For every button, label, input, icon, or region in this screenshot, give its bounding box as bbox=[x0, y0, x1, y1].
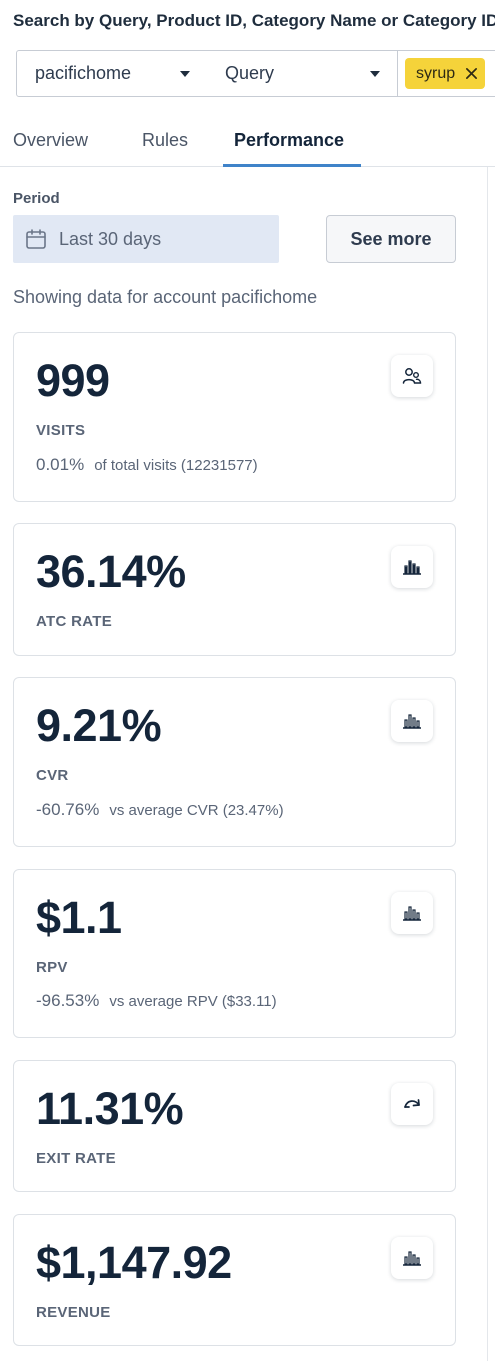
search-title: Search by Query, Product ID, Category Na… bbox=[13, 11, 495, 30]
date-range-picker[interactable]: Last 30 days bbox=[13, 215, 279, 263]
period-label: Period bbox=[13, 190, 60, 207]
caret-down-icon bbox=[180, 70, 190, 77]
tab-overview[interactable]: Overview bbox=[13, 130, 89, 150]
search-tag-label: syrup bbox=[416, 64, 456, 82]
tab-performance[interactable]: Performance bbox=[234, 130, 345, 150]
metric-value: $1,147.92 bbox=[36, 1237, 232, 1288]
account-select[interactable]: pacifichome bbox=[16, 50, 208, 97]
metric-value: 36.14% bbox=[36, 546, 186, 597]
metric-card-rpv: $1.1 RPV -96.53% vs average RPV ($33.11) bbox=[13, 869, 456, 1038]
bar-chart-icon bbox=[391, 546, 433, 588]
calendar-icon bbox=[26, 229, 46, 249]
metric-comparison: -60.76% vs average CVR (23.47%) bbox=[36, 800, 284, 820]
panel-divider bbox=[487, 167, 488, 1361]
metric-comparison-value: 0.01% bbox=[36, 455, 85, 474]
metric-value: 999 bbox=[36, 355, 110, 406]
metric-value: 11.31% bbox=[36, 1083, 184, 1134]
metric-card-exit-rate: 11.31% EXIT RATE bbox=[13, 1060, 456, 1192]
search-tags-input[interactable]: syrup bbox=[397, 50, 495, 97]
bar-chart-icon bbox=[391, 1237, 433, 1279]
date-range-value: Last 30 days bbox=[59, 228, 162, 249]
metric-label: REVENUE bbox=[36, 1304, 111, 1321]
metric-comparison: 0.01% of total visits (12231577) bbox=[36, 455, 258, 475]
search-type-select[interactable]: Query bbox=[207, 50, 398, 97]
users-icon bbox=[391, 355, 433, 397]
metric-value: 9.21% bbox=[36, 700, 162, 751]
metric-card-revenue: $1,147.92 REVENUE bbox=[13, 1214, 456, 1346]
metric-label: CVR bbox=[36, 767, 69, 784]
see-more-button[interactable]: See more bbox=[326, 215, 456, 263]
metric-comparison: -96.53% vs average RPV ($33.11) bbox=[36, 991, 277, 1011]
metric-label: ATC RATE bbox=[36, 613, 113, 630]
metric-card-visits: 999 VISITS 0.01% of total visits (122315… bbox=[13, 332, 456, 502]
search-filter-row: pacifichome Query syrup bbox=[16, 50, 495, 97]
metric-label: EXIT RATE bbox=[36, 1150, 116, 1167]
metric-value: $1.1 bbox=[36, 892, 122, 943]
bar-chart-icon bbox=[391, 892, 433, 934]
tab-bar: Overview Rules Performance bbox=[0, 120, 495, 167]
metric-label: RPV bbox=[36, 959, 68, 976]
account-note: Showing data for account pacifichome bbox=[13, 287, 318, 307]
account-select-value: pacifichome bbox=[35, 63, 132, 83]
metric-comparison-value: -96.53% bbox=[36, 991, 100, 1010]
exit-arrow-icon bbox=[391, 1083, 433, 1125]
tab-rules[interactable]: Rules bbox=[142, 130, 189, 150]
bar-chart-icon bbox=[391, 700, 433, 742]
metric-label: VISITS bbox=[36, 422, 86, 439]
metric-card-atc-rate: 36.14% ATC RATE bbox=[13, 523, 456, 656]
metric-comparison-text: vs average RPV ($33.11) bbox=[109, 993, 277, 1010]
metric-comparison-text: vs average CVR (23.47%) bbox=[109, 802, 284, 819]
active-tab-indicator bbox=[223, 164, 361, 167]
caret-down-icon bbox=[370, 70, 380, 77]
remove-tag-icon[interactable] bbox=[465, 67, 478, 80]
search-type-value: Query bbox=[225, 63, 275, 83]
metric-comparison-value: -60.76% bbox=[36, 800, 100, 819]
metric-card-cvr: 9.21% CVR -60.76% vs average CVR (23.47%… bbox=[13, 677, 456, 847]
search-tag: syrup bbox=[405, 58, 486, 89]
metric-comparison-text: of total visits (12231577) bbox=[94, 457, 258, 474]
